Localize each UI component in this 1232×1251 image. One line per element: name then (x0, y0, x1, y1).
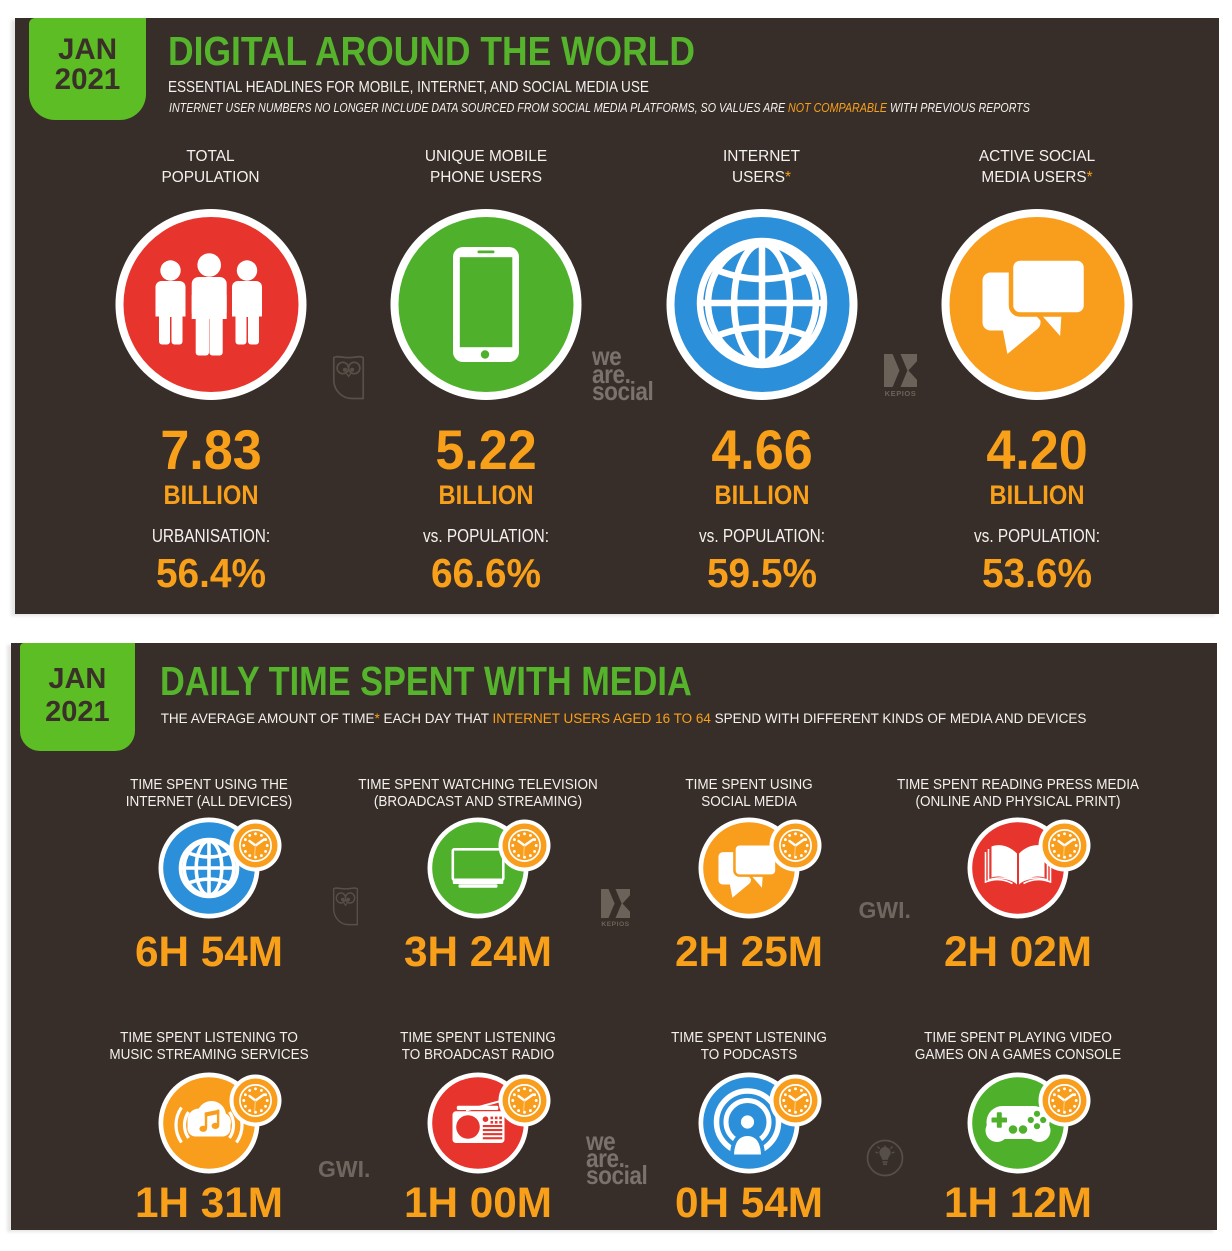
svg-text:KEPIOS: KEPIOS (601, 921, 629, 928)
svg-text:KEPIOS: KEPIOS (884, 388, 916, 397)
